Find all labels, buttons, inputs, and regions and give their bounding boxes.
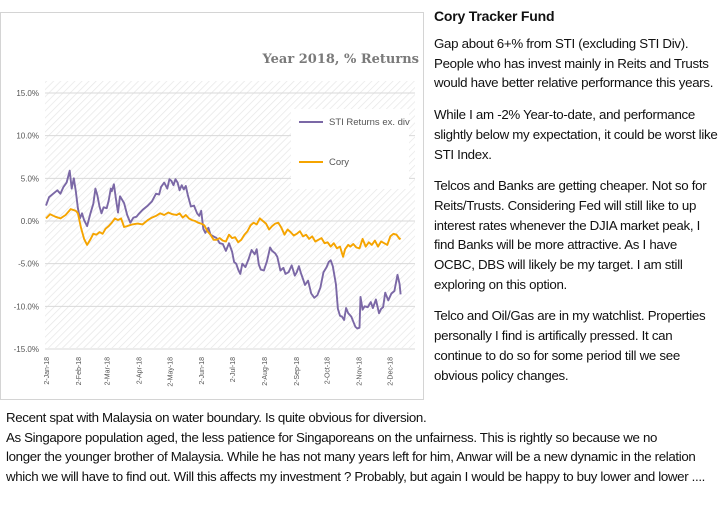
chart-container: 15.0% 10.0% 5.0% 0.0% -5.0% -10.0% -15.0% 2-Ja… <box>0 12 424 400</box>
x-tick-label: 2-Jan-18 <box>44 357 51 385</box>
bottom-line: which we will have to find out. Will thi… <box>6 468 706 484</box>
x-tick-label: 2-May-18 <box>167 357 174 387</box>
y-tick-label: -5.0% <box>18 260 39 269</box>
legend-label-sti: STI Returns ex. div <box>329 117 410 128</box>
y-tick-label: 15.0% <box>16 89 39 98</box>
x-tick-label: 2-Mar-18 <box>105 357 112 386</box>
series-line-cory <box>45 208 402 258</box>
x-tick-label: 2-Jul-18 <box>230 357 237 382</box>
x-tick-label: 2-Apr-18 <box>137 357 144 384</box>
panel-title: Cory Tracker Fund <box>434 8 555 24</box>
x-tick-label: 2-Nov-18 <box>356 357 363 386</box>
y-tick-label: -10.0% <box>14 302 39 311</box>
x-tick-label: 2-Feb-18 <box>76 357 83 386</box>
x-tick-label: 2-Dec-18 <box>387 357 394 386</box>
x-tick-label: 2-Sep-18 <box>294 357 301 386</box>
paragraph-watchlist: Telco and Oil/Gas are in my watchlist. P… <box>434 308 706 383</box>
bottom-line: As Singapore population aged, the less p… <box>6 429 658 445</box>
x-tick-label: 2-Aug-18 <box>262 357 269 386</box>
commentary-panel: Cory Tracker Fund Gap about 6+% from STI… <box>434 8 718 397</box>
paragraph-telcos-banks: Telcos and Banks are getting cheaper. No… <box>434 178 707 292</box>
legend: STI Returns ex. div Cory <box>291 109 410 189</box>
x-tick-label: 2-Oct-18 <box>325 357 332 384</box>
x-tick-label: 2-Jun-18 <box>199 357 206 385</box>
y-tick-label: -15.0% <box>14 345 39 354</box>
series-line-sti <box>45 169 402 330</box>
legend-label-cory: Cory <box>329 157 349 168</box>
y-tick-label: 10.0% <box>16 132 39 141</box>
paragraph-sti-gap: Gap about 6+% from STI (excluding STI Di… <box>434 36 714 91</box>
chart-title: Year 2018, % Returns <box>262 52 419 67</box>
y-tick-label: 5.0% <box>21 174 39 183</box>
bottom-line: Recent spat with Malaysia on water bound… <box>6 410 427 425</box>
y-tick-label: 0.0% <box>21 217 39 226</box>
bottom-commentary: Recent spat with Malaysia on water bound… <box>6 408 718 486</box>
returns-chart: 15.0% 10.0% 5.0% 0.0% -5.0% -10.0% -15.0% 2-Ja… <box>14 52 419 387</box>
bottom-line: longer the younger brother of Malaysia. … <box>6 449 696 464</box>
paragraph-ytd: While I am -2% Year-to-date, and perform… <box>434 107 718 162</box>
